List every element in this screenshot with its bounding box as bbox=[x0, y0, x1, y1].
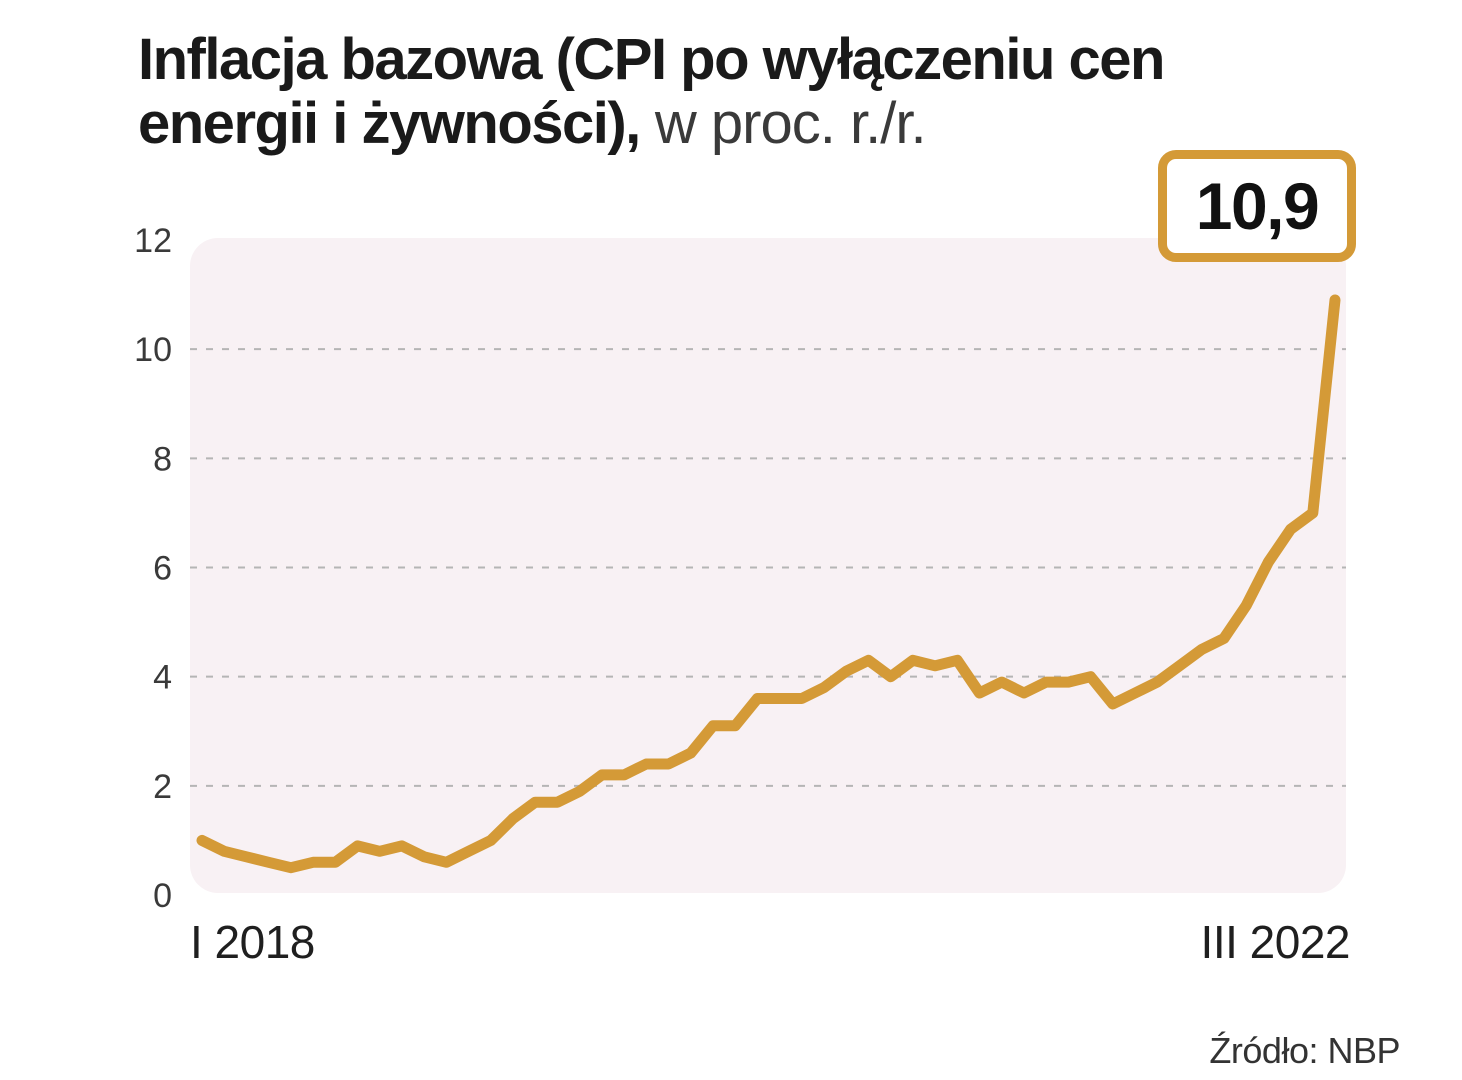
data-point-30 bbox=[866, 658, 871, 663]
plot-background bbox=[190, 238, 1346, 893]
data-point-39 bbox=[1066, 680, 1071, 685]
data-point-2 bbox=[244, 854, 249, 859]
data-point-0 bbox=[200, 838, 204, 843]
data-point-48 bbox=[1266, 560, 1271, 564]
data-point-4 bbox=[288, 865, 293, 870]
data-point-47 bbox=[1244, 603, 1249, 608]
data-point-5 bbox=[311, 860, 316, 865]
data-point-31 bbox=[888, 674, 893, 679]
source-note: Źródło: NBP bbox=[1209, 1030, 1400, 1071]
data-point-15 bbox=[533, 800, 538, 805]
data-point-22 bbox=[688, 751, 693, 756]
series-line bbox=[196, 294, 1341, 874]
data-point-18 bbox=[599, 772, 604, 777]
data-point-29 bbox=[844, 669, 849, 674]
data-point-40 bbox=[1088, 674, 1093, 679]
data-point-24 bbox=[733, 723, 738, 728]
y-tick-label-6: 6 bbox=[153, 550, 172, 588]
data-point-50 bbox=[1310, 510, 1315, 515]
data-point-3 bbox=[266, 860, 271, 865]
data-point-32 bbox=[910, 658, 915, 663]
y-tick-label-12: 12 bbox=[134, 222, 172, 260]
data-point-27 bbox=[799, 696, 804, 701]
data-point-6 bbox=[333, 860, 338, 865]
data-point-17 bbox=[577, 789, 582, 794]
data-point-34 bbox=[955, 658, 960, 663]
data-point-44 bbox=[1177, 663, 1182, 668]
data-point-10 bbox=[422, 854, 427, 859]
last-value-callout: 10,9 bbox=[1158, 150, 1356, 262]
y-tick-label-8: 8 bbox=[153, 440, 172, 478]
data-points bbox=[200, 298, 1337, 870]
data-point-41 bbox=[1110, 702, 1115, 706]
data-point-13 bbox=[488, 838, 493, 843]
chart-title: Inflacja bazowa (CPI po wyłączeniu cen e… bbox=[138, 28, 1338, 156]
data-point-7 bbox=[355, 843, 360, 848]
data-point-33 bbox=[933, 663, 938, 668]
chart-title-unit: w proc. r./r. bbox=[639, 91, 927, 156]
data-point-8 bbox=[377, 849, 382, 854]
y-axis-ticks: 0 2 4 6 8 10 12 bbox=[134, 222, 172, 915]
data-point-42 bbox=[1133, 691, 1138, 695]
data-point-28 bbox=[822, 685, 826, 690]
data-point-23 bbox=[711, 723, 715, 728]
data-point-38 bbox=[1044, 680, 1049, 685]
data-point-16 bbox=[555, 800, 560, 805]
y-tick-label-4: 4 bbox=[153, 659, 172, 697]
data-point-36 bbox=[999, 680, 1004, 685]
data-point-25 bbox=[755, 696, 760, 701]
data-point-49 bbox=[1288, 527, 1293, 532]
x-tick-label-1: III 2022 bbox=[1201, 916, 1350, 968]
data-point-20 bbox=[644, 762, 649, 766]
x-axis-ticks: I 2018 III 2022 bbox=[190, 916, 1351, 968]
data-point-1 bbox=[222, 849, 227, 854]
data-point-45 bbox=[1199, 647, 1204, 652]
y-tick-label-10: 10 bbox=[134, 331, 172, 369]
data-point-9 bbox=[399, 843, 404, 848]
y-tick-label-0: 0 bbox=[153, 877, 172, 915]
data-point-21 bbox=[666, 762, 671, 766]
data-point-11 bbox=[444, 860, 449, 865]
data-point-12 bbox=[466, 849, 471, 854]
data-point-46 bbox=[1221, 636, 1226, 641]
data-point-35 bbox=[977, 691, 982, 695]
y-tick-label-2: 2 bbox=[153, 768, 172, 806]
data-point-43 bbox=[1155, 680, 1160, 685]
x-tick-label-0: I 2018 bbox=[190, 916, 315, 968]
chart-title-main: Inflacja bazowa (CPI po wyłączeniu cen e… bbox=[138, 27, 1165, 156]
data-point-14 bbox=[511, 816, 515, 821]
data-point-51 bbox=[1333, 298, 1337, 302]
data-point-37 bbox=[1022, 691, 1026, 695]
data-point-19 bbox=[622, 772, 627, 777]
data-point-26 bbox=[777, 696, 782, 701]
gridlines bbox=[190, 348, 1346, 787]
